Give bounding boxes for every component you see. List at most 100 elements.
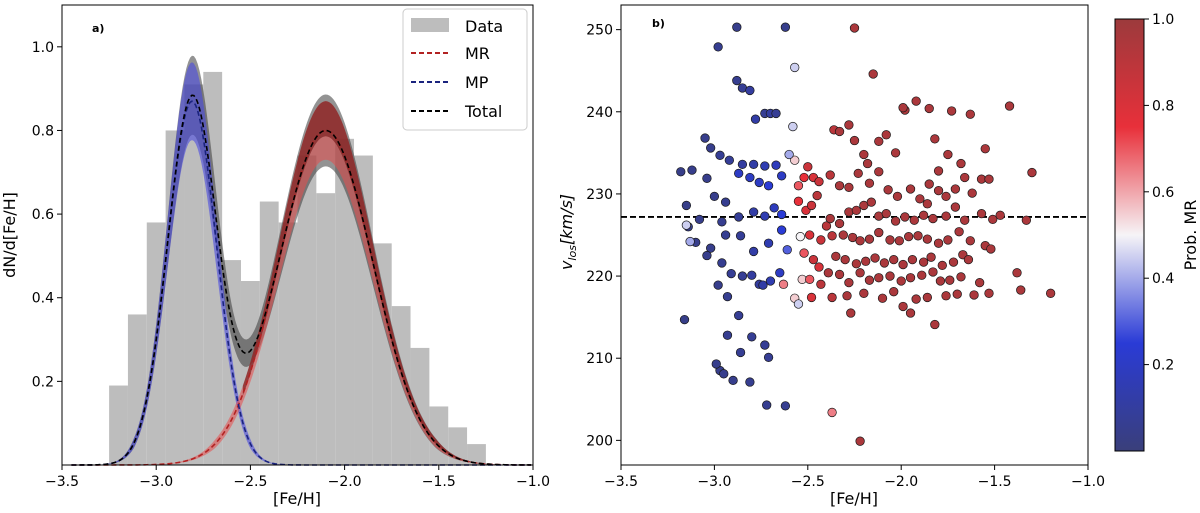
scatter-point [874, 273, 884, 283]
scatter-point [976, 208, 987, 219]
scatter-point [728, 375, 738, 386]
scatter-point [724, 155, 734, 165]
colorbar-tick-label: 0.4 [1152, 271, 1174, 287]
scatter-point [960, 172, 970, 183]
scatter-point [898, 259, 908, 270]
scatter-point [840, 254, 850, 265]
scatter-point [933, 185, 944, 196]
scatter-point [681, 220, 692, 230]
scatter-point [732, 75, 742, 86]
scatter-point [913, 231, 923, 241]
b-scatter-points [676, 22, 1056, 446]
scatter-point [846, 308, 856, 318]
scatter-point [745, 85, 755, 96]
scatter-point [930, 134, 940, 144]
a-panel-label: a) [92, 22, 104, 35]
scatter-point [808, 254, 819, 265]
histogram-bar [278, 222, 298, 465]
scatter-point [679, 314, 690, 325]
scatter-point [864, 234, 875, 244]
scatter-point [879, 258, 890, 268]
scatter-point [720, 230, 731, 240]
scatter-point [965, 236, 975, 246]
scatter-point [776, 225, 787, 235]
scatter-point [862, 158, 873, 169]
histogram-bar [335, 138, 355, 465]
scatter-point [918, 257, 929, 267]
b-y-tick-label: 210 [586, 351, 613, 367]
b-y-tick-label: 240 [586, 105, 613, 121]
scatter-point [790, 155, 800, 165]
scatter-point [905, 308, 916, 318]
scatter-point [821, 221, 832, 231]
scatter-point [984, 174, 994, 184]
scatter-point [915, 194, 925, 204]
scatter-point [776, 171, 787, 181]
scatter-point [918, 210, 929, 220]
colorbar-tick-label: 0.8 [1152, 98, 1174, 114]
scatter-point [762, 400, 772, 410]
histogram-bar [316, 193, 336, 465]
scatter-point [881, 130, 891, 140]
scatter-point [946, 106, 957, 116]
scatter-point [844, 207, 854, 217]
scatter-point [793, 299, 804, 309]
scatter-point [834, 269, 845, 280]
b-panel-label: b) [652, 17, 665, 30]
scatter-point [719, 369, 729, 379]
scatter-point [1027, 167, 1037, 178]
scatter-point [842, 291, 852, 301]
scatter-point [844, 120, 854, 130]
scatter-point [747, 270, 757, 280]
scatter-point [734, 212, 744, 222]
scatter-point [980, 144, 990, 154]
scatter-point [737, 271, 748, 281]
a-legend: Data MR MP Total [402, 8, 528, 131]
scatter-point [1012, 268, 1022, 278]
scatter-point [1016, 285, 1026, 295]
scatter-point [889, 287, 899, 297]
scatter-point [805, 230, 815, 240]
a-x-tick-label: −2.0 [328, 474, 362, 490]
b-x-tick-label: −1.5 [978, 474, 1012, 490]
scatter-point [859, 288, 869, 298]
scatter-point [737, 159, 748, 170]
scatter-point [694, 214, 705, 225]
b-y-tick-label: 220 [586, 269, 613, 285]
scatter-point [788, 121, 798, 132]
scatter-point [883, 185, 893, 195]
scatter-point [1045, 288, 1056, 298]
scatter-point [702, 173, 712, 183]
b-x-tick-label: −3.5 [604, 474, 638, 490]
scatter-point [911, 294, 921, 304]
scatter-point [775, 268, 785, 278]
scatter-point [898, 103, 908, 113]
scatter-point [709, 191, 720, 202]
scatter-point [771, 108, 781, 119]
scatter-point [778, 279, 789, 289]
scatter-point [941, 191, 951, 202]
scatter-point [747, 332, 757, 342]
a-x-tick-label: −1.0 [516, 474, 550, 490]
scatter-point [816, 279, 826, 289]
colorbar-tick-label: 0.2 [1152, 358, 1174, 374]
scatter-point [715, 150, 725, 160]
scatter-point [975, 277, 985, 288]
scatter-point [805, 274, 815, 285]
scatter-point [831, 251, 841, 262]
scatter-point [834, 181, 845, 191]
scatter-point [969, 290, 979, 300]
scatter-point [806, 292, 817, 303]
scatter-point [905, 273, 916, 283]
scatter-point [711, 359, 721, 369]
scatter-point [864, 275, 875, 285]
scatter-point [868, 69, 878, 79]
scatter-point [827, 292, 837, 303]
scatter-point [702, 250, 712, 261]
scatter-point [922, 199, 933, 209]
scatter-point [924, 179, 934, 189]
b-x-axis-label: [Fe/H] [830, 489, 878, 508]
scatter-point [956, 158, 966, 169]
scatter-point [750, 114, 761, 124]
